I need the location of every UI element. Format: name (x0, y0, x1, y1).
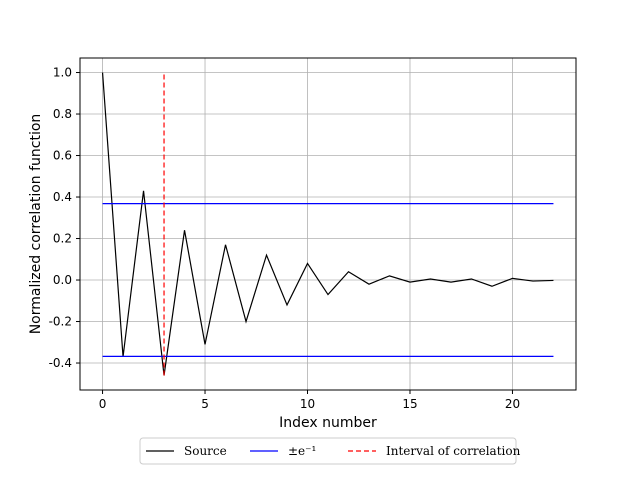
y-tick-label: 0.4 (53, 190, 72, 204)
y-tick-label: 0.2 (53, 232, 72, 246)
y-tick-label: 0.0 (53, 273, 72, 287)
series-source (101, 72, 554, 376)
y-axis-ticks: -0.4 -0.2 0.0 0.2 0.4 0.6 0.8 1.0 (49, 66, 80, 370)
legend-label: ±e⁻¹ (288, 444, 316, 458)
x-axis-ticks: 0 5 10 15 20 (99, 390, 520, 411)
y-tick-label: 1.0 (53, 66, 72, 80)
x-axis-label: Index number (279, 415, 377, 431)
series-group (101, 72, 554, 376)
legend-label: Source (184, 444, 227, 458)
legend-box (139, 437, 517, 465)
y-tick-label: 0.8 (53, 107, 72, 121)
x-tick-label: 10 (300, 397, 315, 411)
y-axis-label: Normalized correlation function (28, 114, 44, 335)
x-tick-label: 20 (505, 397, 520, 411)
legend-label: Interval of correlation (386, 444, 521, 458)
x-tick-label: 5 (201, 397, 209, 411)
y-tick-label: 0.6 (53, 149, 72, 163)
y-tick-label: -0.2 (49, 315, 72, 329)
x-tick-label: 15 (402, 397, 417, 411)
legend: Source ±e⁻¹ Interval of correlation (139, 437, 521, 465)
x-tick-label: 0 (99, 397, 107, 411)
plot-frame (79, 57, 577, 391)
y-tick-label: -0.4 (49, 356, 72, 370)
